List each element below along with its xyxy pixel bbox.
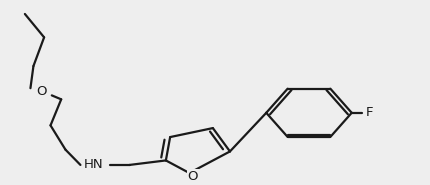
Text: F: F [366,106,373,119]
Text: O: O [36,85,46,98]
Text: HN: HN [83,158,103,171]
Text: O: O [187,170,198,183]
